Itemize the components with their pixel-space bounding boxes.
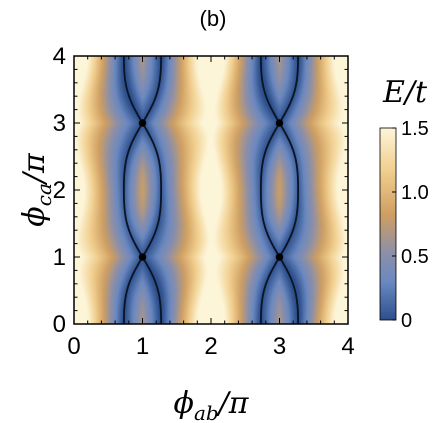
x-axis-label: ϕab/π (173, 386, 249, 423)
x-tick-label: 1 (136, 333, 149, 360)
dirac-points (138, 119, 284, 261)
colorbar-tick-label: 1.0 (401, 182, 429, 204)
zero-energy-curve (259, 56, 300, 324)
chart-title: (b) (200, 6, 227, 31)
y-tick-label: 1 (53, 244, 66, 271)
y-tick-label: 0 (53, 311, 66, 338)
colorbar-tick-label: 1.5 (401, 118, 429, 140)
x-tick-label: 2 (204, 333, 217, 360)
colorbar-ticks: 0 0.5 1.0 1.5 (392, 118, 429, 332)
colorbar-tick-label: 0.5 (401, 246, 429, 268)
colorbar-tick-label: 0 (401, 310, 412, 332)
dirac-point (138, 119, 147, 127)
zero-energy-curve (259, 56, 300, 324)
zero-energy-curve (122, 56, 163, 324)
x-tick-label: 0 (67, 333, 80, 360)
x-tick-label: 3 (273, 333, 286, 360)
axis-ticks: 0 1 2 3 4 0 1 2 3 4 (53, 43, 355, 360)
x-tick-label: 4 (341, 333, 354, 360)
y-tick-label: 3 (53, 110, 66, 137)
dirac-point (275, 253, 284, 261)
zero-energy-curve (122, 56, 163, 324)
y-tick-label: 4 (53, 43, 66, 70)
heatmap-image (74, 56, 348, 324)
y-axis-label: ϕca/π (17, 152, 56, 227)
colorbar-label: E/t (382, 75, 428, 110)
dirac-point (138, 253, 147, 261)
colorbar (379, 127, 397, 321)
zero-energy-curves (122, 56, 300, 324)
dirac-point (275, 119, 284, 127)
y-tick-label: 2 (53, 177, 66, 204)
